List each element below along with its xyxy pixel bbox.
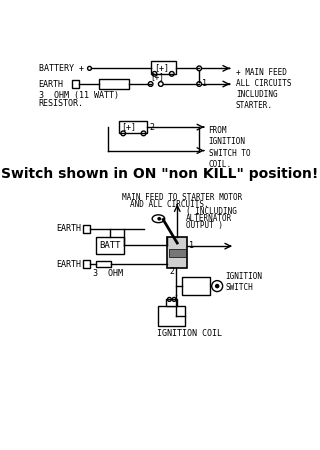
Bar (169, 249, 186, 257)
Text: OUTPUT ): OUTPUT ) (186, 221, 223, 230)
Circle shape (158, 217, 160, 220)
Text: AND ALL CIRCUITS.: AND ALL CIRCUITS. (130, 200, 209, 209)
Bar (83, 225, 90, 233)
Bar (167, 237, 188, 268)
Text: BATTERY +: BATTERY + (39, 64, 84, 73)
Text: 1: 1 (189, 241, 194, 250)
Text: BATT: BATT (100, 241, 121, 250)
Bar (158, 306, 185, 326)
Text: 3  OHM (11 WATT): 3 OHM (11 WATT) (39, 91, 119, 100)
Circle shape (216, 284, 219, 288)
Text: IGNITION COIL: IGNITION COIL (157, 329, 222, 338)
Bar (96, 261, 111, 267)
Text: + MAIN FEED
ALL CIRCUITS
INCLUDING
STARTER.: + MAIN FEED ALL CIRCUITS INCLUDING START… (236, 68, 292, 110)
Bar (182, 278, 210, 295)
Text: RESISTOR.: RESISTOR. (39, 99, 84, 108)
Text: 3  OHM: 3 OHM (93, 269, 123, 278)
Bar (99, 79, 129, 89)
Text: Switch shown in ON "non KILL" position!: Switch shown in ON "non KILL" position! (1, 167, 319, 181)
Circle shape (212, 281, 223, 292)
Text: [+]: [+] (154, 63, 169, 72)
Bar (166, 299, 177, 306)
Bar (96, 237, 124, 254)
Text: EARTH: EARTH (57, 225, 82, 234)
Text: [+]: [+] (151, 72, 164, 81)
Bar (119, 121, 148, 133)
Text: 2: 2 (150, 123, 155, 132)
Text: IGNITION
SWITCH: IGNITION SWITCH (226, 272, 263, 292)
Bar (83, 260, 90, 268)
Text: EARTH: EARTH (39, 80, 64, 89)
Bar (151, 61, 176, 74)
Ellipse shape (152, 215, 165, 223)
Bar (72, 80, 78, 88)
Text: FROM
IGNITION
SWITCH TO
COIL.: FROM IGNITION SWITCH TO COIL. (209, 126, 250, 169)
Text: [+]: [+] (122, 122, 137, 131)
Text: MAIN FEED TO STARTER MOTOR: MAIN FEED TO STARTER MOTOR (123, 193, 243, 202)
Text: ( INCLUDING: ( INCLUDING (186, 207, 237, 216)
Text: 2: 2 (169, 267, 174, 276)
Text: EARTH: EARTH (57, 260, 82, 269)
Text: ALTERNATOR: ALTERNATOR (186, 214, 232, 223)
Text: 1: 1 (202, 79, 206, 88)
